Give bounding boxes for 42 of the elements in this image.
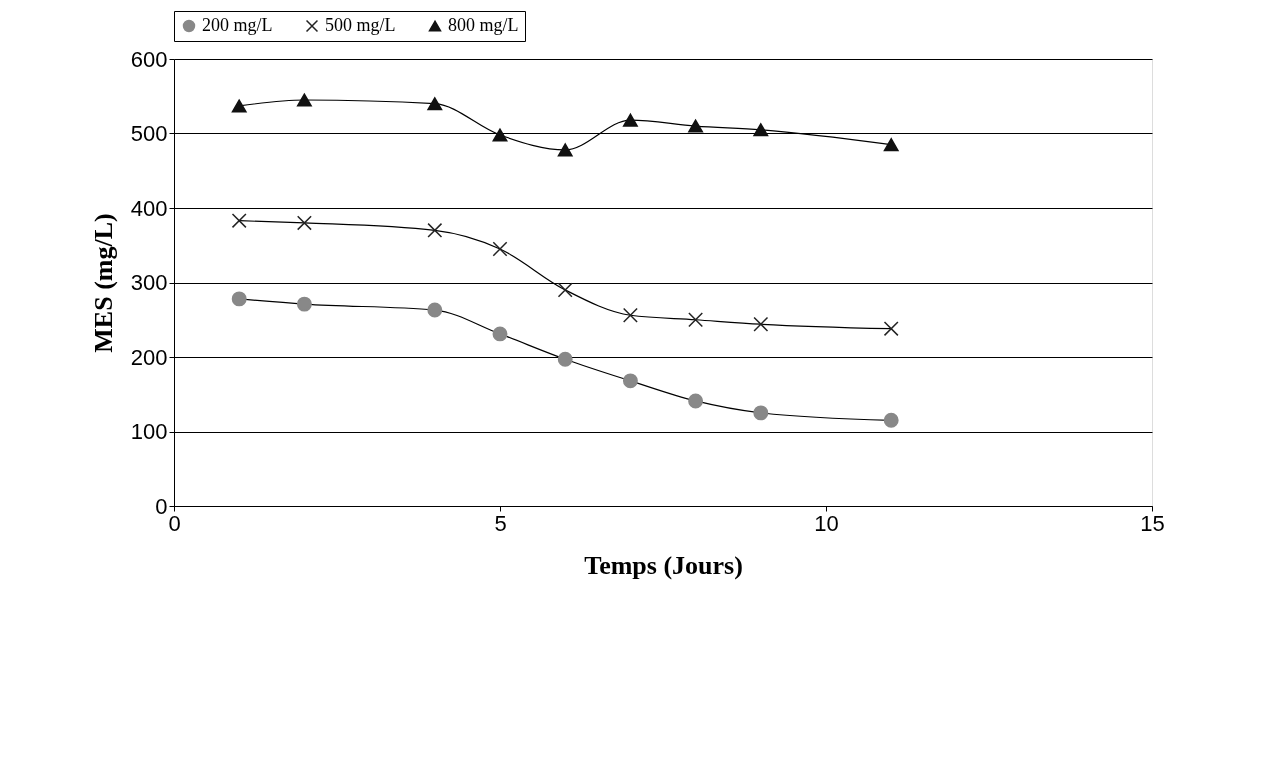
point [557, 282, 573, 298]
point [427, 302, 443, 318]
point [427, 97, 443, 111]
legend-label: 500 mg/L [325, 15, 396, 35]
legend-label: 200 mg/L [202, 15, 273, 35]
point [688, 393, 704, 409]
point [427, 222, 443, 238]
point [688, 119, 704, 133]
y-axis-title: MES (mg/L) [88, 213, 118, 353]
y-tick-label: 300 [130, 270, 168, 295]
point [492, 326, 508, 342]
legend-label: 800 mg/L [448, 15, 519, 35]
point [883, 412, 899, 428]
point [557, 143, 573, 157]
y-tick-label: 100 [130, 419, 168, 444]
point [753, 316, 769, 332]
point [883, 321, 899, 337]
y-tick-label: 200 [130, 344, 168, 370]
point [753, 405, 769, 421]
y-tick-label: 600 [130, 46, 168, 72]
point [622, 373, 638, 389]
y-tick-label: 400 [130, 195, 168, 221]
point [753, 123, 769, 137]
point [231, 99, 247, 113]
point [557, 351, 573, 367]
x-tick-label: 10 [814, 510, 839, 536]
point [883, 138, 899, 152]
point [296, 215, 312, 231]
x-axis-title: Temps (Jours) [584, 550, 743, 580]
point [688, 312, 704, 328]
point [231, 213, 247, 229]
point [622, 307, 638, 323]
point [296, 93, 312, 107]
point [622, 113, 638, 127]
y-tick-label: 500 [130, 121, 168, 146]
point [492, 128, 508, 142]
x-tick-label: 15 [1140, 510, 1165, 536]
point [296, 296, 312, 312]
point [231, 291, 247, 307]
x-tick-label: 5 [494, 510, 507, 536]
y-tick-label: 0 [155, 493, 168, 519]
point [492, 241, 508, 257]
